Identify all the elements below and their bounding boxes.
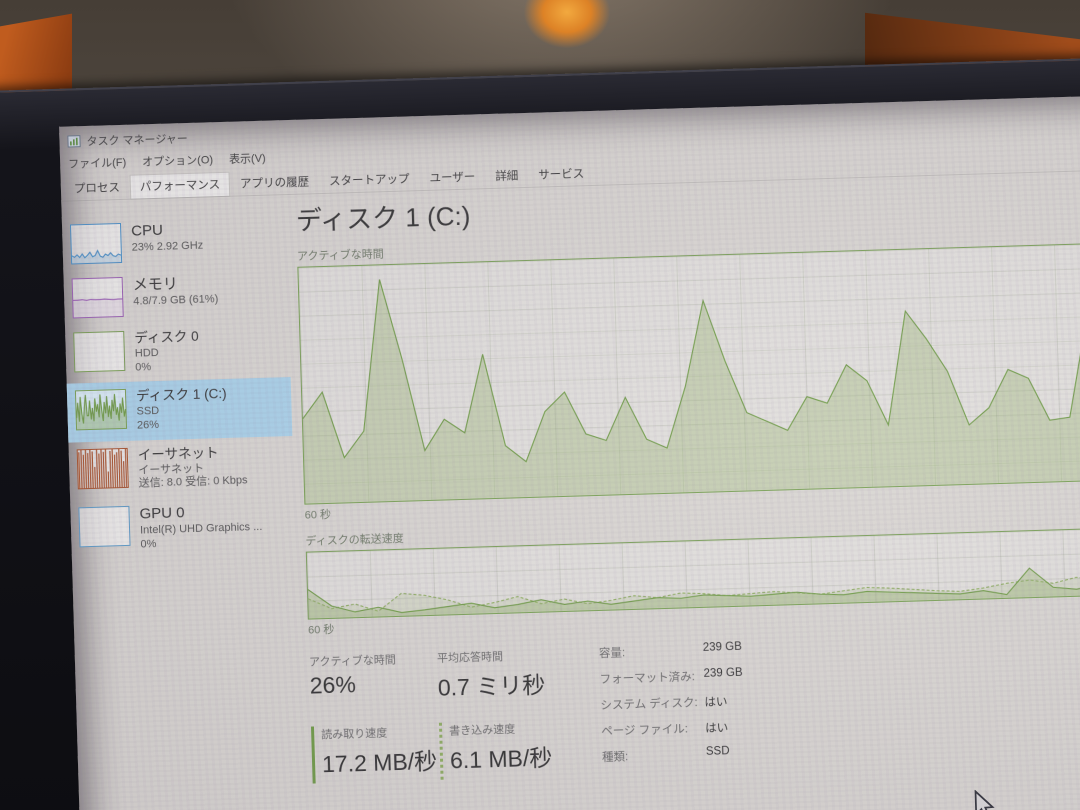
stat-write-speed: 書き込み速度 6.1 MB/秒 — [438, 718, 601, 780]
cpu-sparkline-icon — [69, 222, 123, 265]
disk1-title: ディスク 1 (C:) — [135, 386, 227, 404]
disk1-sparkline-icon — [74, 389, 128, 431]
gpu-sparkline-icon — [78, 505, 131, 548]
disk1-usage: 26% — [136, 418, 160, 432]
monitor-bezel: タスク マネージャー ファイル(F) オプション(O) 表示(V) プロセス パ… — [0, 54, 1080, 810]
detail-system-disk: システム ディスク: はい — [600, 696, 728, 712]
mouse-cursor-icon — [972, 789, 997, 810]
stat-read-speed: 読み取り速度 17.2 MB/秒 — [310, 722, 441, 784]
sidebar-item-disk0[interactable]: ディスク 0 HDD 0% — [65, 319, 291, 384]
detail-formatted: フォーマット済み: 239 GB — [599, 666, 743, 686]
title-bar: タスク マネージャー — [59, 93, 1080, 152]
sidebar-item-memory[interactable]: メモリ 4.8/7.9 GB (61%) — [63, 265, 289, 326]
sidebar-item-disk1[interactable]: ディスク 1 (C:) SSD 26% — [66, 377, 293, 443]
task-manager-window: タスク マネージャー ファイル(F) オプション(O) 表示(V) プロセス パ… — [59, 93, 1080, 810]
memory-title: メモリ — [132, 275, 179, 294]
disk1-detail-panel: ディスク 1 (C:) アクティブな時間 60 秒 ディスクの転送速度 60 秒 — [285, 168, 1080, 784]
disk0-usage: 0% — [135, 360, 152, 374]
sidebar-item-gpu[interactable]: GPU 0 Intel(R) UHD Graphics ... 0% — [70, 494, 296, 561]
cpu-usage: 23% 2.92 GHz — [131, 239, 204, 254]
detail-page-file: ページ ファイル: はい — [601, 722, 729, 738]
ethernet-sparkline-icon — [76, 447, 129, 490]
performance-sidebar: CPU 23% 2.92 GHz メモリ 4.8/7.9 GB (61%) — [61, 195, 296, 561]
tab-performance[interactable]: パフォーマンス — [130, 172, 230, 199]
menu-file[interactable]: ファイル(F) — [68, 156, 127, 171]
sidebar-item-cpu[interactable]: CPU 23% 2.92 GHz — [62, 211, 288, 272]
transfer-rate-chart[interactable] — [305, 524, 1080, 620]
menu-options[interactable]: オプション(O) — [142, 154, 214, 169]
tab-app-history[interactable]: アプリの履歴 — [239, 176, 310, 191]
tab-startup[interactable]: スタートアップ — [328, 173, 410, 188]
ethernet-throughput: 送信: 8.0 受信: 0 Kbps — [138, 474, 248, 490]
menu-view[interactable]: 表示(V) — [228, 152, 266, 166]
disk-stats: アクティブな時間 26% 平均応答時間 0.7 ミリ秒 読み取り速度 17.2 … — [309, 627, 1080, 784]
window-title: タスク マネージャー — [86, 132, 188, 148]
tab-users[interactable]: ユーザー — [429, 171, 476, 185]
tab-processes[interactable]: プロセス — [73, 182, 121, 196]
stat-active-time: アクティブな時間 26% — [308, 654, 397, 699]
disk0-title: ディスク 0 — [134, 328, 199, 346]
disk0-sparkline-icon — [73, 330, 126, 373]
memory-usage: 4.8/7.9 GB (61%) — [133, 292, 219, 308]
memory-sparkline-icon — [71, 276, 124, 319]
cpu-title: CPU — [130, 221, 164, 240]
disk-details: 容量: 239 GB フォーマット済み: 239 GB システム ディスク: は… — [599, 641, 746, 775]
stat-avg-response-time: 平均応答時間 0.7 ミリ秒 — [436, 650, 546, 701]
monitor-screen: タスク マネージャー ファイル(F) オプション(O) 表示(V) プロセス パ… — [59, 92, 1080, 810]
tab-details[interactable]: 詳細 — [495, 170, 519, 183]
active-time-chart[interactable] — [297, 239, 1080, 505]
tab-services[interactable]: サービス — [538, 168, 585, 182]
sidebar-item-ethernet[interactable]: イーサネット イーサネット 送信: 8.0 受信: 0 Kbps — [68, 436, 294, 501]
app-icon — [67, 135, 81, 148]
detail-capacity: 容量: 239 GB — [598, 640, 742, 660]
detail-type: 種類: SSD — [601, 745, 730, 764]
